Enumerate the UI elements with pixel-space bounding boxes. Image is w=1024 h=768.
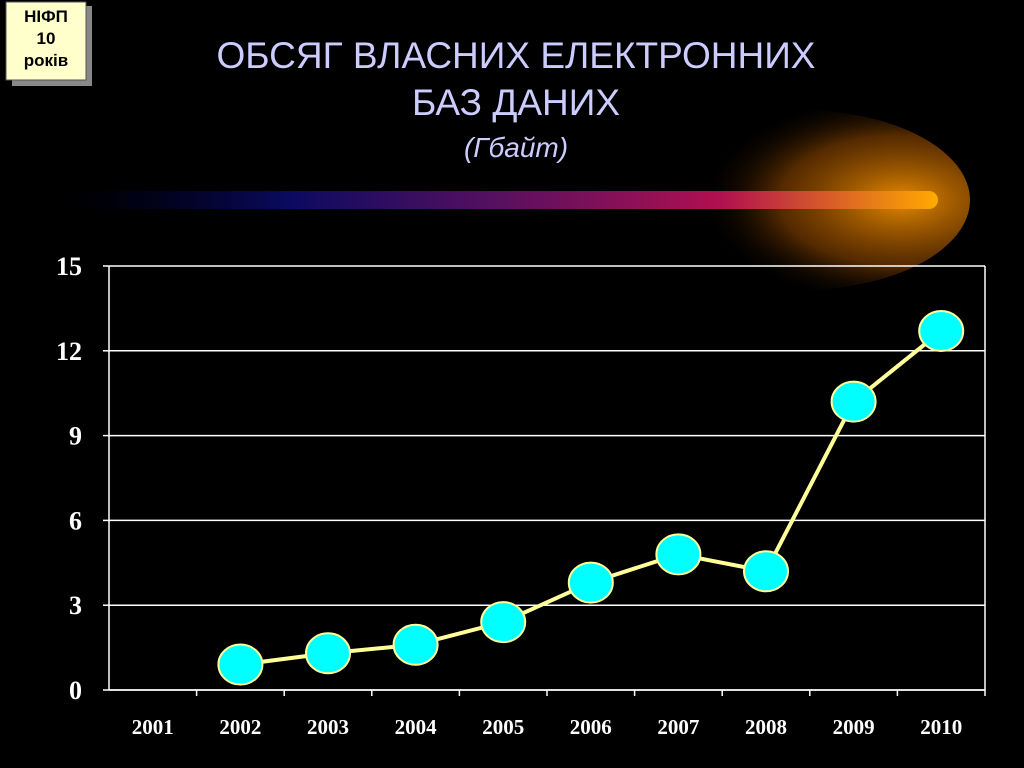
x-tick-label: 2008 [745,715,787,739]
y-tick-label: 6 [69,506,82,535]
comet-beam [70,191,938,209]
y-tick-label: 12 [56,337,82,366]
data-point [217,643,264,686]
y-tick-label: 3 [69,591,82,620]
data-point [743,550,789,593]
x-tick-label: 2010 [920,715,962,739]
chart-title: БАЗ ДАНИХ [412,82,620,123]
badge-text: 10 [37,29,56,48]
plot: 0 3 6 9 12 15 2001 2002 2003 2004 2005 2006 2007 2008… [56,252,986,739]
data-point [305,632,351,675]
y-tick-label: 0 [69,676,82,705]
chart-subtitle: (Гбайт) [464,132,568,163]
x-tick-label: 2001 [132,715,174,739]
x-tick-label: 2004 [395,715,438,739]
chart-title: ОБСЯГ ВЛАСНИХ ЕЛЕКТРОННИХ [217,35,816,76]
x-tick-label: 2002 [219,715,261,739]
data-point [655,533,702,576]
data-point [480,601,527,644]
badge-text: НІФП [24,7,68,26]
x-tick-label: 2007 [657,715,699,739]
data-point [392,623,439,666]
badge-box [5,1,87,81]
data-point [830,380,877,423]
badge: НІФП 10 років [5,1,92,86]
x-tick-label: 2009 [833,715,875,739]
data-point [567,561,614,604]
x-tick-label: 2005 [482,715,524,739]
badge-text: років [24,51,68,70]
data-point [918,310,965,353]
x-tick-label: 2006 [570,715,612,739]
y-tick-label: 15 [56,252,82,281]
x-tick-label: 2003 [307,715,349,739]
y-tick-label: 9 [69,422,82,451]
